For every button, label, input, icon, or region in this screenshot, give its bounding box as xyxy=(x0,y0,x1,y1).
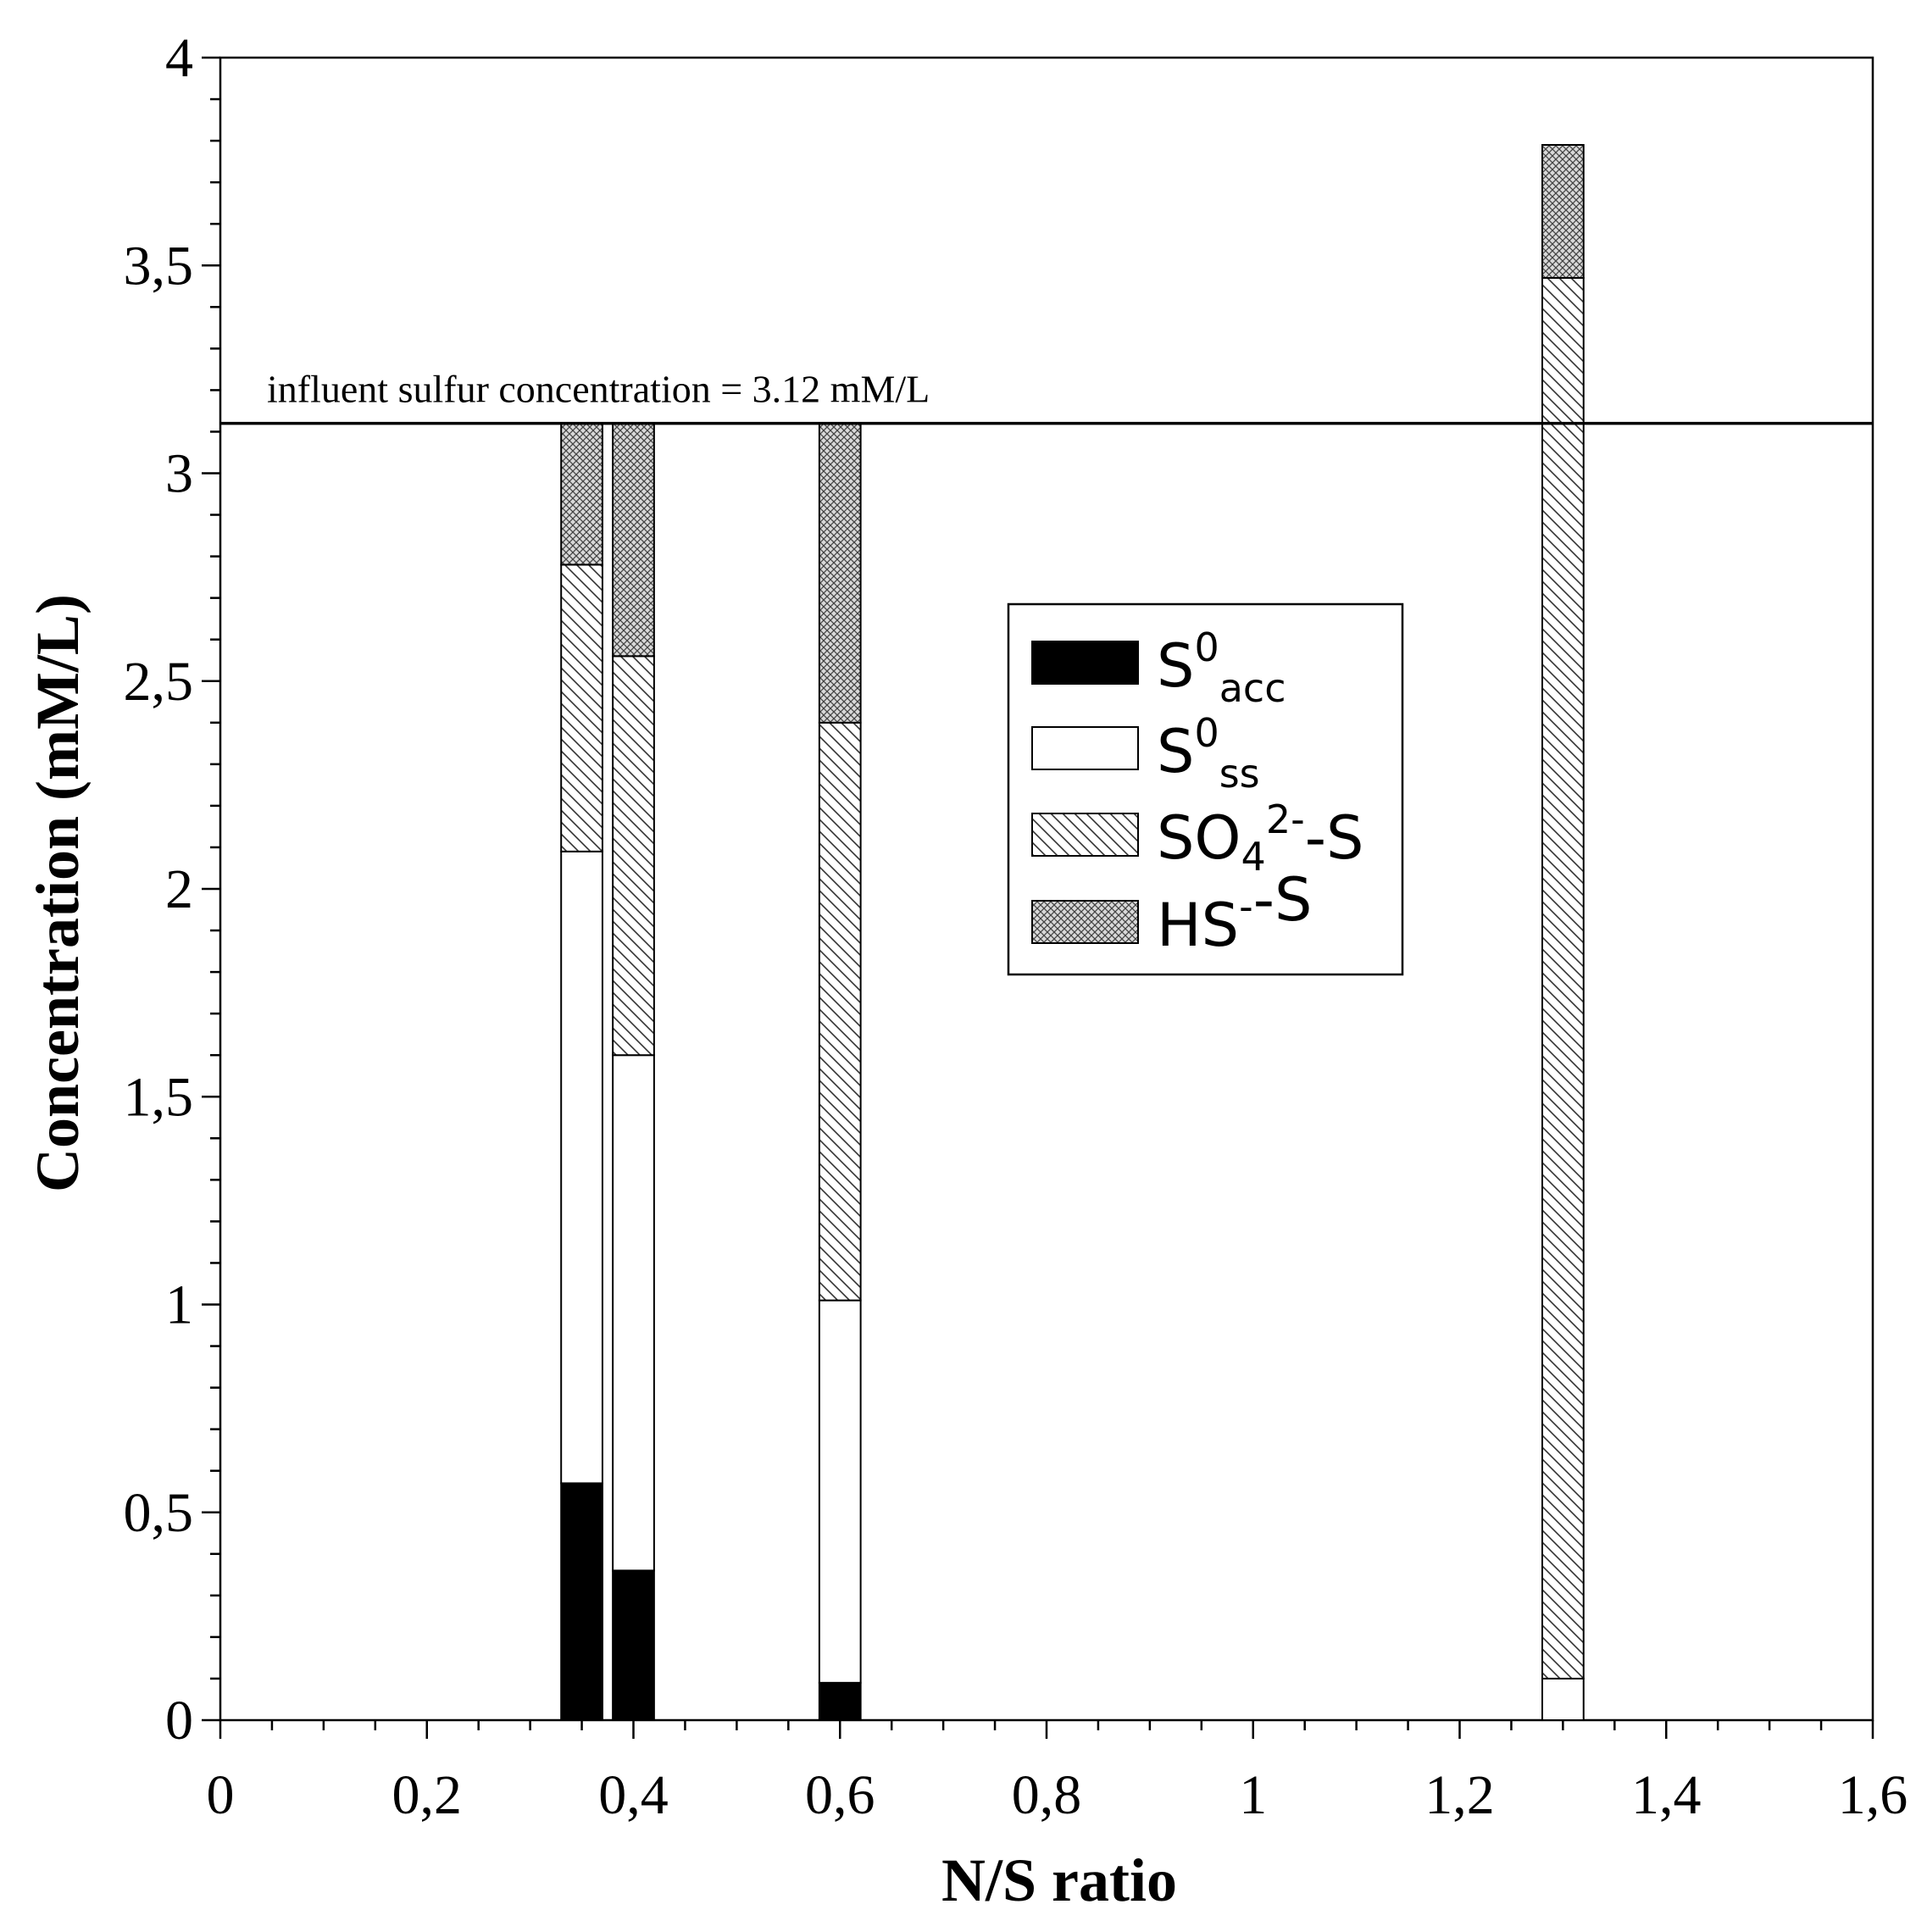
legend-swatch-2 xyxy=(1031,813,1139,857)
x-tick-label: 0,2 xyxy=(392,1764,463,1826)
bar-segment-0-2 xyxy=(560,564,603,852)
legend-label-1: S0ss xyxy=(1157,710,1260,797)
y-axis-label: Concentration (mM/L) xyxy=(24,594,92,1192)
y-tick-label: 3,5 xyxy=(124,235,194,297)
x-tick-label: 0,4 xyxy=(598,1764,669,1826)
x-tick-label: 1,4 xyxy=(1631,1764,1702,1826)
bar-segment-1-1 xyxy=(612,1054,655,1572)
bar-segment-1-0 xyxy=(612,1569,655,1722)
x-tick-label: 0 xyxy=(207,1764,235,1826)
y-tick-label: 1,5 xyxy=(124,1066,194,1128)
y-tick-label: 2 xyxy=(165,858,193,920)
legend-label-2: SO42--S xyxy=(1157,797,1363,880)
y-tick-labels: 0 0,5 1 1,5 2 2,5 3 3,5 4 xyxy=(124,27,194,1752)
bar-segment-0-1 xyxy=(560,850,603,1485)
bar-segment-3-2 xyxy=(1541,276,1585,1679)
y-tick-label: 0,5 xyxy=(124,1482,194,1544)
x-tick-label: 1,2 xyxy=(1424,1764,1495,1826)
x-tick-label: 1 xyxy=(1239,1764,1267,1826)
bar-segment-3-1 xyxy=(1541,1677,1585,1721)
bar-segment-2-2 xyxy=(818,721,862,1302)
bar-segment-3-3 xyxy=(1541,144,1585,279)
axis-ticks xyxy=(202,56,1874,1739)
bar-segment-2-1 xyxy=(818,1299,862,1684)
reference-line-group: influent sulfur concentration = 3.12 mM/… xyxy=(220,368,1873,425)
y-tick-label: 4 xyxy=(165,27,193,89)
y-tick-label: 1 xyxy=(165,1274,193,1336)
legend-label-0: S0acc xyxy=(1157,625,1286,711)
bar-segment-0-0 xyxy=(560,1482,603,1722)
legend-swatch-1 xyxy=(1031,726,1139,770)
legend-label-3: HS--S xyxy=(1157,865,1312,960)
bar-segment-2-0 xyxy=(818,1681,862,1721)
x-tick-label: 1,6 xyxy=(1838,1764,1908,1826)
x-axis-label: N/S ratio xyxy=(941,1846,1177,1914)
bar-segment-2-3 xyxy=(818,422,862,724)
bar-segment-1-3 xyxy=(612,422,655,658)
y-tick-label: 3 xyxy=(165,443,193,505)
bar-segment-1-2 xyxy=(612,655,655,1057)
reference-line-label: influent sulfur concentration = 3.12 mM/… xyxy=(267,368,930,411)
legend-swatch-3 xyxy=(1031,900,1139,944)
legend-swatch-0 xyxy=(1031,641,1139,685)
bars xyxy=(560,144,1585,1722)
x-tick-label: 0,8 xyxy=(1012,1764,1082,1826)
y-tick-label: 2,5 xyxy=(124,651,194,713)
x-tick-label: 0,6 xyxy=(805,1764,875,1826)
bar-segment-0-3 xyxy=(560,422,603,566)
y-tick-label: 0 xyxy=(165,1690,193,1752)
x-tick-labels: 0 0,2 0,4 0,6 0,8 1 1,2 1,4 1,6 xyxy=(207,1764,1908,1826)
